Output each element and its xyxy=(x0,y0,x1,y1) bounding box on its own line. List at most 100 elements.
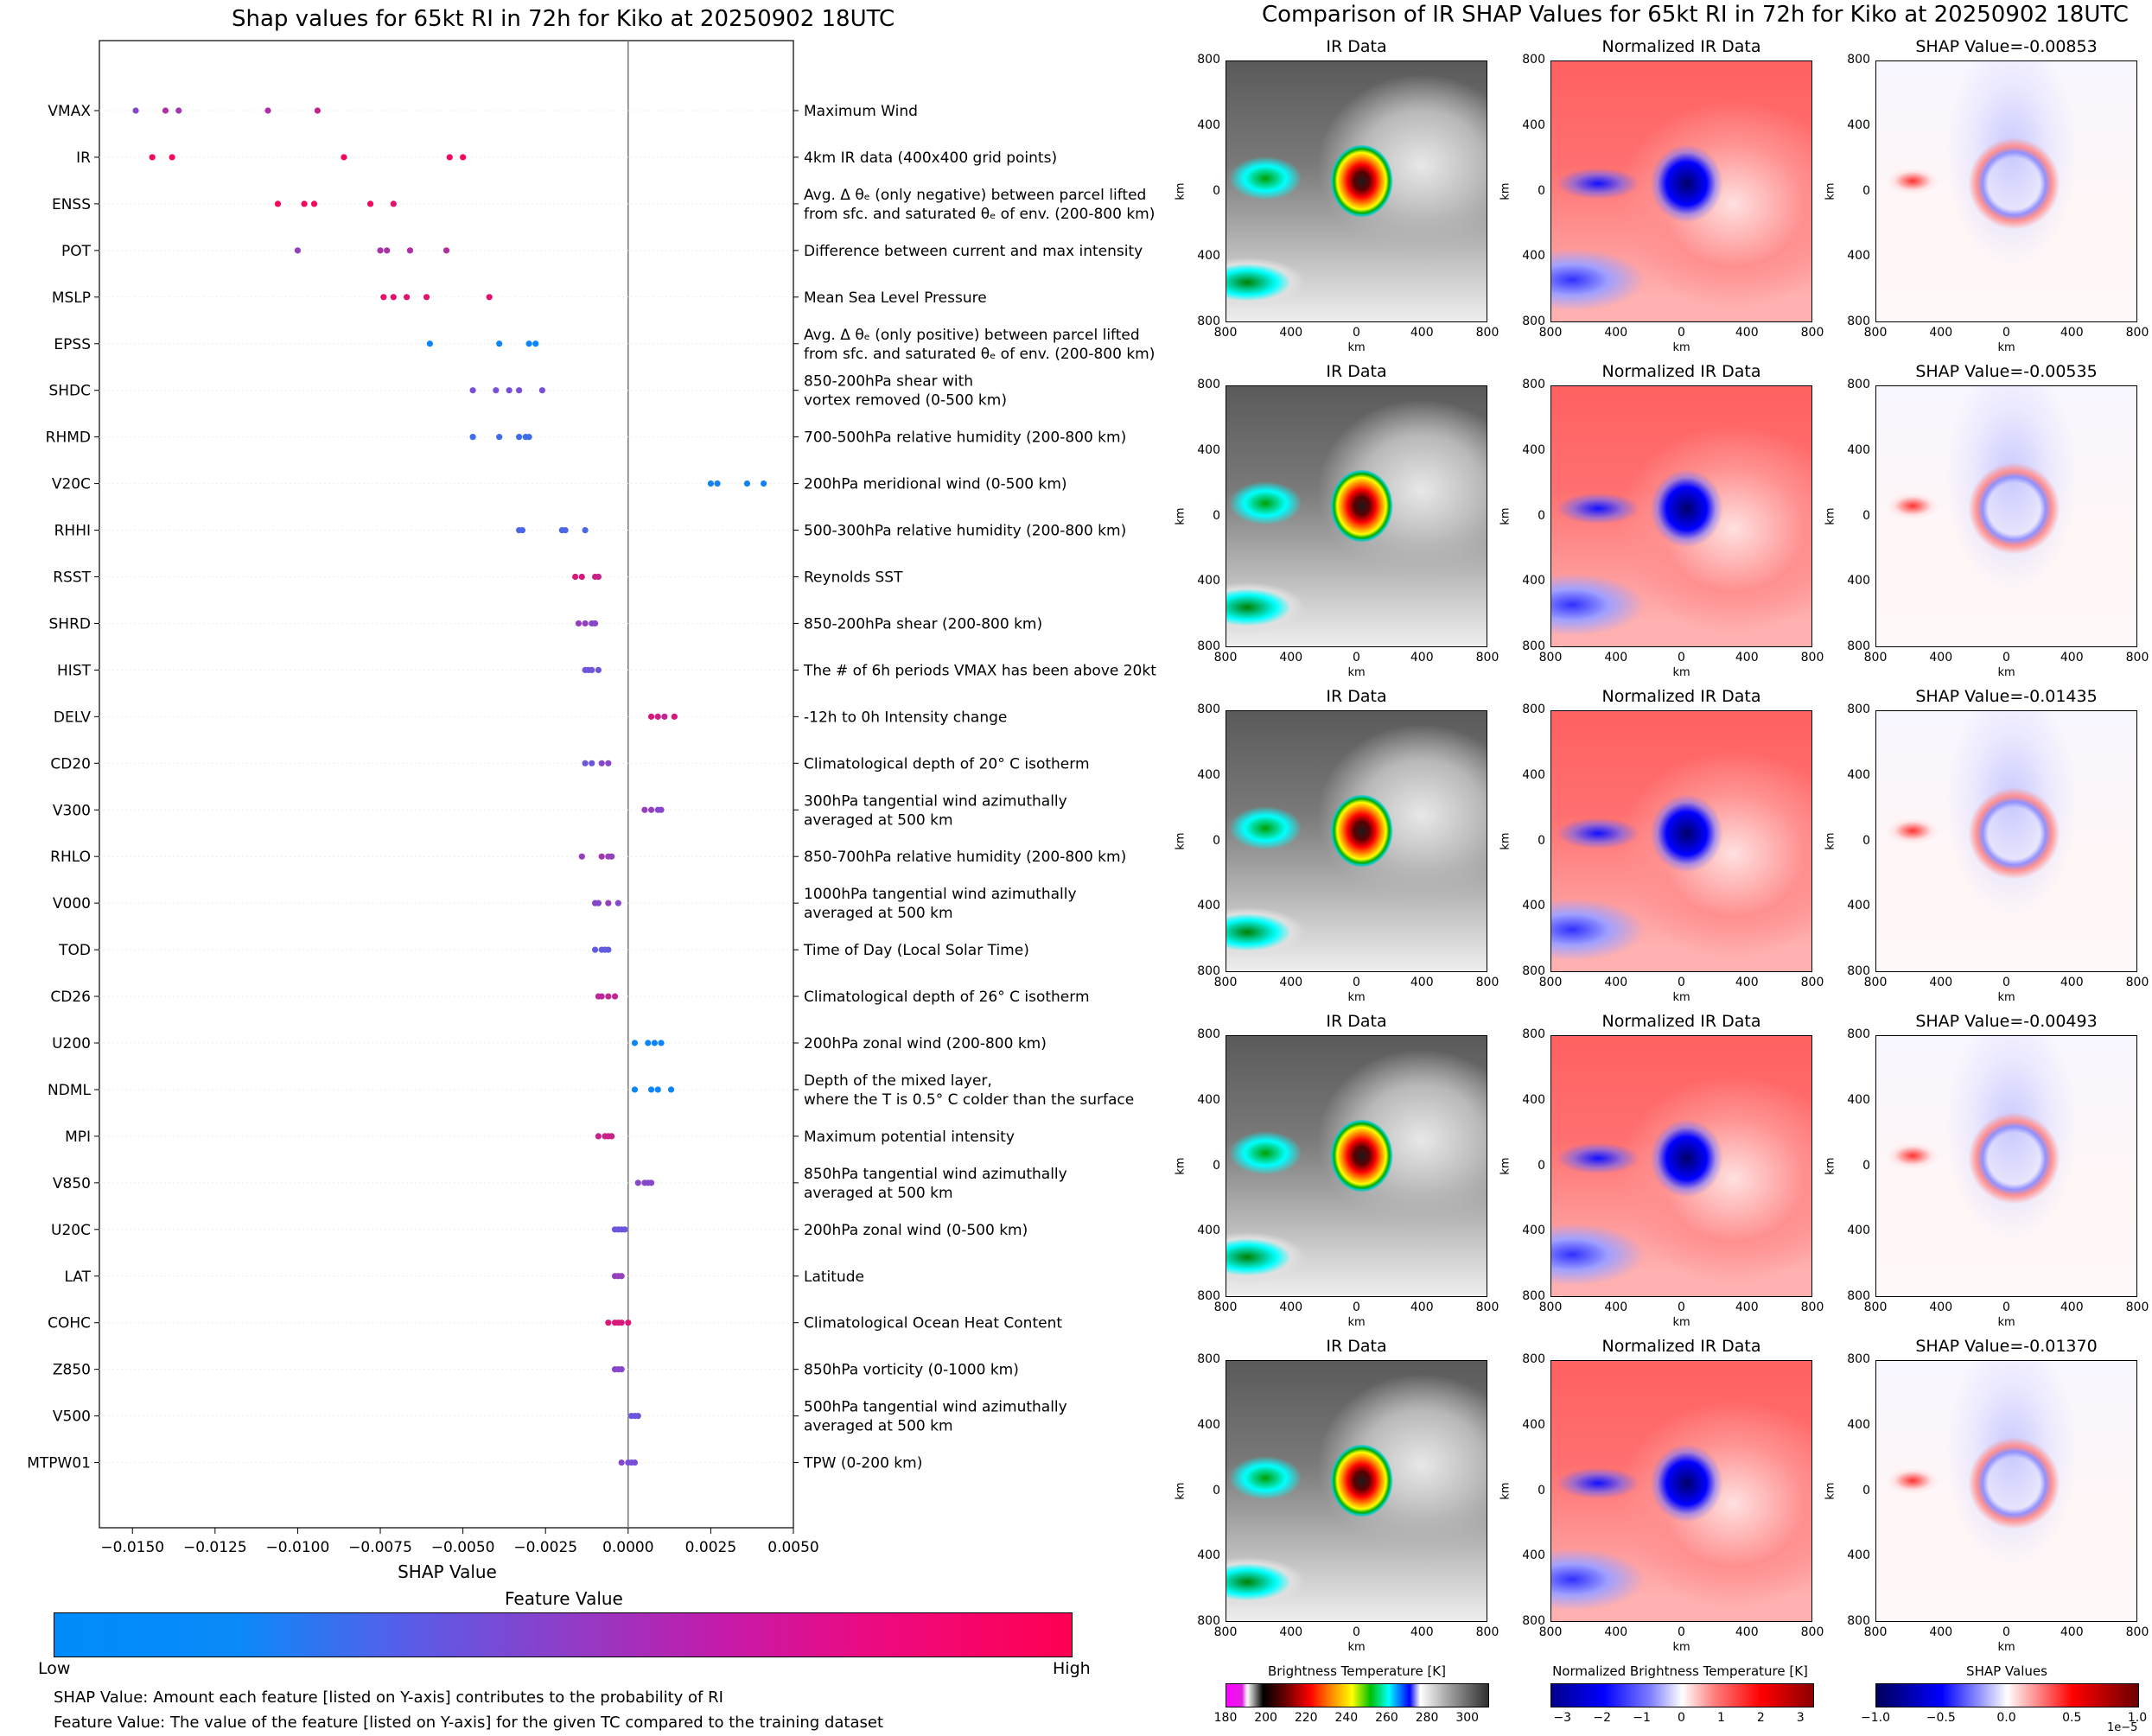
x-tick-label: 800 xyxy=(2125,1625,2149,1639)
y-tick-label: 400 xyxy=(1847,442,1870,457)
feature-description: Difference between current and max inten… xyxy=(804,243,1143,260)
bt-colorbar-title: Brightness Temperature [K] xyxy=(1268,1663,1446,1679)
x-tick-label: 400 xyxy=(1279,326,1303,340)
x-tick-label: 0 xyxy=(1353,651,1360,665)
shap-point xyxy=(671,713,678,720)
x-tick-label: 400 xyxy=(1410,1300,1434,1314)
shap-point xyxy=(631,1086,639,1093)
shap-point xyxy=(631,1040,639,1046)
ir-data-panel xyxy=(1226,710,1487,972)
feature-description: -12h to 0h Intensity change xyxy=(804,709,1007,726)
shap-point xyxy=(605,760,612,766)
x-tick-label: 800 xyxy=(1475,1300,1499,1314)
y-tick-label: 0 xyxy=(1538,833,1545,848)
feature-description: Avg. Δ θₑ (only negative) between parcel… xyxy=(804,187,1146,204)
colorbar-tick-label: −0.5 xyxy=(1926,1711,1956,1725)
ir-data-panel xyxy=(1226,1360,1487,1622)
shap-point xyxy=(538,387,545,394)
y-tick-label: 0 xyxy=(1538,1158,1545,1173)
shap-point xyxy=(598,993,605,1000)
x-axis-label: km xyxy=(1997,991,2015,1004)
y-tick-label: 400 xyxy=(1197,574,1220,588)
y-axis-label: km xyxy=(1174,1481,1187,1500)
shap-point xyxy=(614,900,621,906)
feature-description: Mean Sea Level Pressure xyxy=(804,289,987,307)
y-axis-label: km xyxy=(1499,506,1512,525)
x-tick-label: 800 xyxy=(1800,976,1824,989)
y-tick-label: 0 xyxy=(1862,508,1870,523)
y-tick-label: 800 xyxy=(1197,639,1220,653)
feature-description: 850hPa vorticity (0-1000 km) xyxy=(804,1362,1019,1379)
y-tick-label: 0 xyxy=(1213,833,1220,848)
panel-title: IR Data xyxy=(1326,1337,1387,1356)
x-tick-label: 800 xyxy=(2125,1300,2149,1314)
x-tick-label: 400 xyxy=(1279,651,1303,665)
panel-title: Normalized IR Data xyxy=(1601,687,1761,706)
feature-label-mtpw01: MTPW01 xyxy=(27,1455,91,1472)
shap-panel-title: SHAP Value=-0.00535 xyxy=(1915,362,2098,381)
x-tick-label: 800 xyxy=(1863,651,1888,665)
feature-label-v850: V850 xyxy=(53,1175,91,1192)
x-axis-label: km xyxy=(1347,341,1366,354)
x-tick-label: 800 xyxy=(1863,326,1888,340)
feature-label-v500: V500 xyxy=(53,1409,91,1426)
feature-description: 850hPa tangential wind azimuthally xyxy=(804,1166,1067,1183)
shap-point xyxy=(647,1180,655,1186)
y-tick-label: 800 xyxy=(1197,378,1220,391)
norm-colorbar-title: Normalized Brightness Temperature [K] xyxy=(1552,1663,1808,1679)
feature-description: 300hPa tangential wind azimuthally xyxy=(804,792,1067,810)
shap-point xyxy=(634,1413,641,1420)
colorbar-tick-label: −1 xyxy=(1633,1711,1651,1725)
shap-point xyxy=(390,200,397,207)
panel-title: IR Data xyxy=(1326,362,1387,381)
feature-label-rhlo: RHLO xyxy=(50,849,91,866)
feature-label-v000: V000 xyxy=(53,895,91,913)
shap-panel-title: SHAP Value=-0.00493 xyxy=(1915,1012,2098,1031)
x-tick-label: 800 xyxy=(1475,1625,1499,1639)
feature-description: Maximum Wind xyxy=(804,103,918,120)
feature-description: Avg. Δ θₑ (only positive) between parcel… xyxy=(804,327,1140,344)
colorbar-low-label: Low xyxy=(38,1659,71,1678)
normalized-ir-panel xyxy=(1550,385,1812,647)
shap-point xyxy=(658,1040,665,1046)
colorbar-tick-label: −3 xyxy=(1553,1711,1572,1725)
y-tick-label: 400 xyxy=(1847,767,1870,782)
feature-label-u200: U200 xyxy=(52,1035,91,1052)
shap-point xyxy=(641,806,648,813)
x-tick-label: 800 xyxy=(1863,1625,1888,1639)
y-tick-label: 800 xyxy=(1522,1027,1545,1041)
x-tick-label: 800 xyxy=(1475,651,1499,665)
x-tick-label: 400 xyxy=(1929,1625,1953,1639)
x-tick-label: 400 xyxy=(2060,651,2084,665)
x-tick-label: 400 xyxy=(1604,1300,1628,1314)
x-axis-label: km xyxy=(1997,341,2015,354)
feature-description: Climatological depth of 26° C isotherm xyxy=(804,989,1090,1006)
x-tick-label: 800 xyxy=(1800,326,1824,340)
shap-point xyxy=(605,1319,612,1326)
y-tick-label: 0 xyxy=(1862,183,1870,198)
shap-point xyxy=(532,340,539,347)
panel-title: Normalized IR Data xyxy=(1601,1012,1761,1031)
shap-point xyxy=(149,154,156,161)
y-tick-label: 400 xyxy=(1197,1224,1220,1238)
feature-label-delv: DELV xyxy=(54,709,91,726)
feature-description: 850-200hPa shear with xyxy=(804,373,973,391)
x-axis-label: km xyxy=(1672,1316,1690,1329)
y-axis-label: km xyxy=(1174,181,1187,200)
y-tick-label: 400 xyxy=(1197,1548,1220,1563)
shap-point xyxy=(519,526,526,534)
ir-data-panel xyxy=(1226,60,1487,322)
feature-description: from sfc. and saturated θₑ of env. (200-… xyxy=(804,206,1155,223)
feature-description: 500-300hPa relative humidity (200-800 km… xyxy=(804,523,1126,540)
shap-point xyxy=(667,1086,675,1093)
shap-point xyxy=(589,760,595,766)
x-tick-label: 400 xyxy=(1735,1300,1759,1314)
x-tick-label: 400 xyxy=(1279,1300,1303,1314)
shap-point xyxy=(442,247,450,254)
y-tick-label: 0 xyxy=(1538,508,1545,523)
feature-label-hist: HIST xyxy=(57,662,92,679)
feature-description: Depth of the mixed layer, xyxy=(804,1072,992,1090)
shap-point xyxy=(760,480,767,487)
left-chart-title: Shap values for 65kt RI in 72h for Kiko … xyxy=(232,6,895,32)
y-tick-label: 800 xyxy=(1522,639,1545,653)
